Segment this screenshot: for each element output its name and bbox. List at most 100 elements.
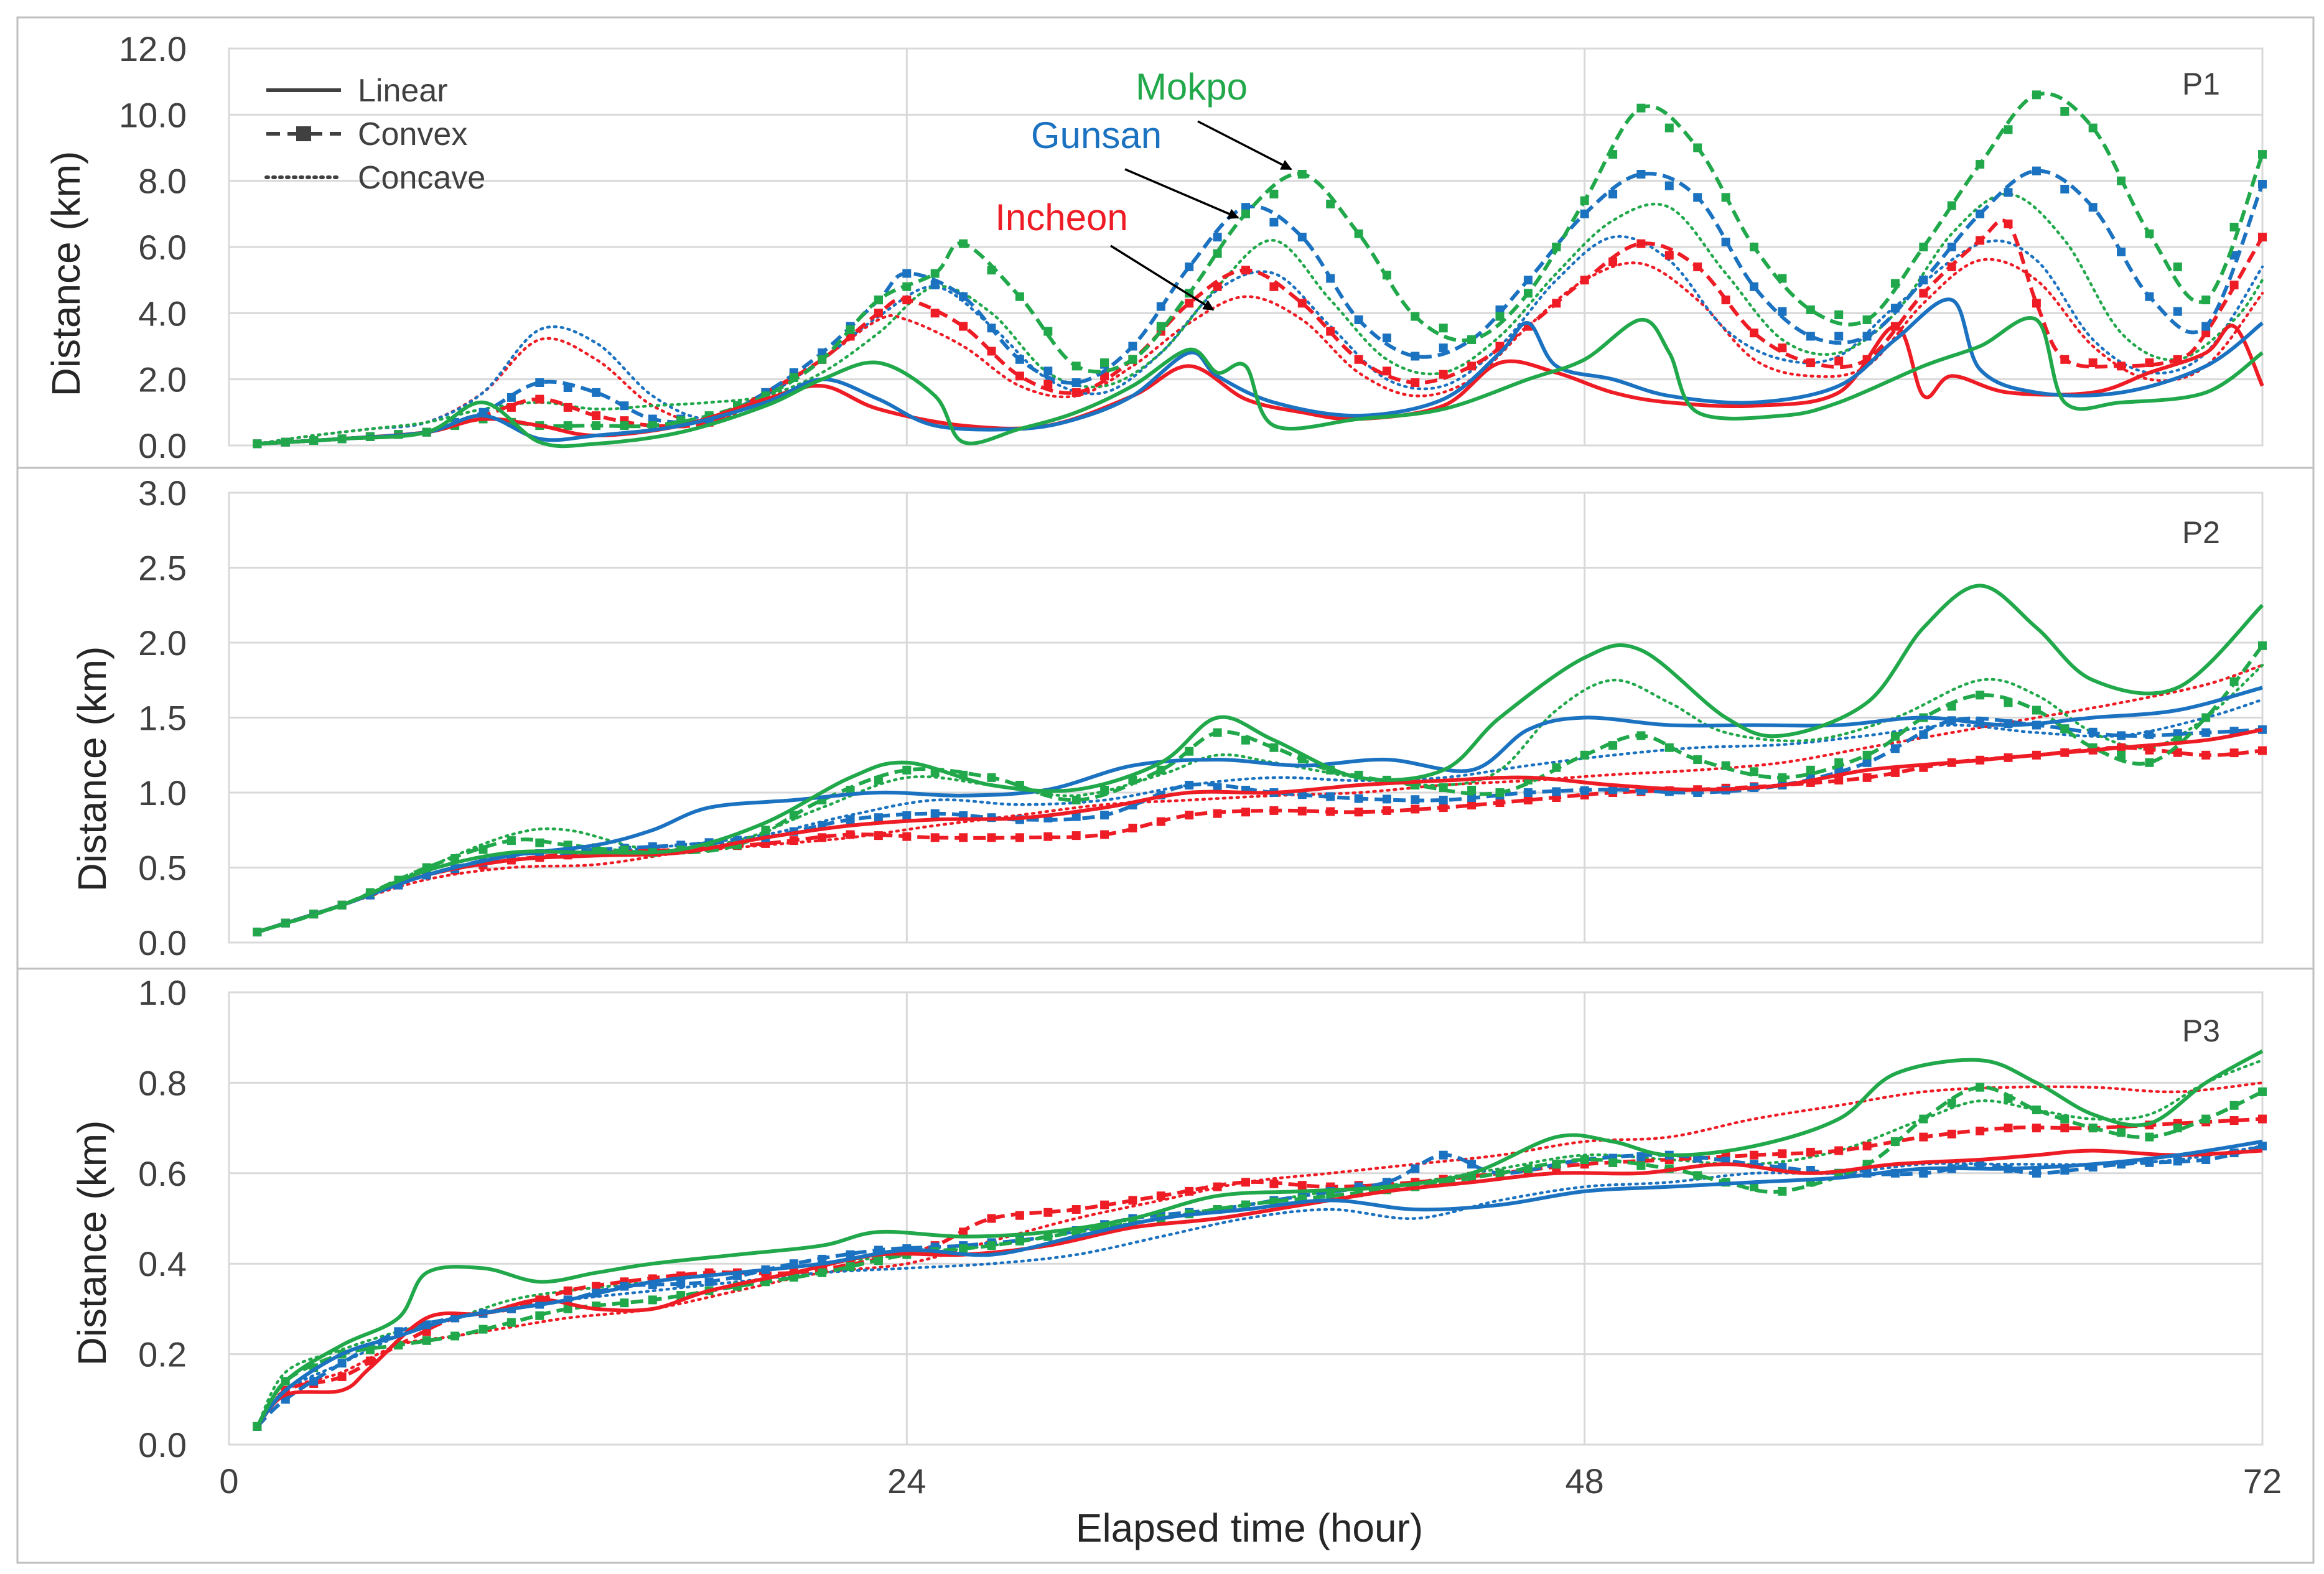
data-point bbox=[1439, 324, 1448, 333]
data-point bbox=[902, 811, 912, 820]
data-point bbox=[2258, 1114, 2267, 1124]
data-point bbox=[1919, 289, 1928, 298]
data-point bbox=[1015, 833, 1024, 842]
data-point bbox=[1552, 763, 1561, 772]
data-point bbox=[902, 296, 912, 305]
data-point bbox=[1890, 768, 1900, 777]
data-point bbox=[789, 836, 798, 845]
x-axis-label: Elapsed time (hour) bbox=[1076, 1506, 1423, 1550]
data-point bbox=[2032, 90, 2041, 100]
data-point bbox=[1156, 765, 1165, 775]
p2-y-tick-label: 3.0 bbox=[138, 473, 187, 513]
data-point bbox=[1241, 209, 1250, 218]
data-point bbox=[2088, 1124, 2098, 1133]
x-axis: 0 24 48 72 bbox=[219, 1461, 2282, 1501]
data-point bbox=[1806, 1147, 1815, 1157]
data-point bbox=[2201, 328, 2211, 338]
data-point bbox=[1015, 1211, 1024, 1220]
data-point bbox=[930, 269, 940, 278]
data-point bbox=[1976, 1126, 1985, 1135]
data-point bbox=[2201, 1155, 2211, 1164]
data-point bbox=[1043, 832, 1053, 841]
data-point bbox=[2258, 641, 2267, 650]
data-point bbox=[1185, 1186, 1194, 1196]
data-point bbox=[2060, 1124, 2070, 1133]
data-point bbox=[2173, 748, 2182, 757]
data-point bbox=[1778, 1186, 1787, 1196]
data-point bbox=[1750, 767, 1758, 776]
data-point bbox=[1354, 315, 1363, 324]
x-tick-label: 72 bbox=[2243, 1461, 2282, 1501]
data-point bbox=[2201, 728, 2211, 737]
series-line-gunsan-solid bbox=[256, 686, 2263, 934]
data-point bbox=[987, 347, 996, 356]
data-point bbox=[1862, 332, 1872, 341]
data-point bbox=[1693, 193, 1702, 202]
p1-gridlines bbox=[228, 47, 2264, 447]
data-point bbox=[2258, 180, 2267, 189]
data-point bbox=[1693, 143, 1702, 152]
data-point bbox=[1382, 271, 1391, 280]
data-point bbox=[1467, 1160, 1477, 1169]
data-point bbox=[1862, 1142, 1872, 1151]
data-point bbox=[1721, 296, 1730, 305]
legend: Linear Convex Concave bbox=[264, 73, 485, 196]
p2-y-tick-label: 2.0 bbox=[138, 623, 187, 663]
data-point bbox=[676, 416, 686, 426]
data-point bbox=[1043, 1232, 1053, 1241]
data-point bbox=[2032, 1168, 2041, 1178]
legend-item-convex: Convex bbox=[266, 116, 467, 152]
p1-y-tick-label: 6.0 bbox=[138, 228, 187, 267]
data-point bbox=[535, 378, 544, 387]
data-point bbox=[1326, 199, 1335, 208]
data-point bbox=[846, 1262, 855, 1271]
data-point bbox=[1015, 355, 1024, 364]
data-point bbox=[1043, 327, 1053, 336]
data-point bbox=[337, 1359, 347, 1368]
data-point bbox=[1269, 189, 1279, 198]
data-point bbox=[1947, 201, 1956, 210]
data-point bbox=[1241, 735, 1250, 745]
callout-gunsan: Gunsan bbox=[1031, 114, 1162, 156]
data-point bbox=[1467, 361, 1477, 371]
data-point bbox=[704, 1277, 714, 1287]
data-point bbox=[1890, 304, 1900, 313]
data-point bbox=[2258, 746, 2267, 755]
data-point bbox=[1382, 1178, 1391, 1187]
data-point bbox=[1919, 1114, 1928, 1124]
data-point bbox=[1664, 743, 1674, 752]
data-point bbox=[563, 383, 572, 392]
data-point bbox=[902, 269, 912, 278]
data-point bbox=[1043, 1208, 1053, 1217]
data-point bbox=[1693, 1171, 1702, 1180]
data-point bbox=[1100, 358, 1109, 368]
data-point bbox=[1580, 750, 1589, 760]
p2-y-tick-label: 1.0 bbox=[138, 773, 187, 813]
data-point bbox=[987, 833, 996, 842]
data-point bbox=[1326, 327, 1335, 336]
data-point bbox=[1269, 806, 1279, 815]
data-point bbox=[1269, 1179, 1279, 1188]
data-point bbox=[1523, 788, 1533, 797]
data-point bbox=[1834, 332, 1844, 341]
data-point bbox=[1495, 312, 1505, 321]
data-point bbox=[1693, 262, 1702, 271]
data-point bbox=[592, 1282, 601, 1291]
data-point bbox=[592, 411, 601, 421]
data-point bbox=[2201, 322, 2211, 331]
data-point bbox=[1071, 796, 1081, 804]
data-point bbox=[1580, 276, 1589, 285]
data-point bbox=[592, 388, 601, 397]
data-point bbox=[846, 815, 855, 824]
data-point bbox=[1721, 193, 1730, 202]
data-point bbox=[2032, 1124, 2041, 1133]
data-point bbox=[506, 1318, 516, 1327]
data-point bbox=[2201, 750, 2211, 760]
data-point bbox=[478, 845, 488, 854]
data-point bbox=[1890, 744, 1900, 753]
data-point bbox=[1523, 276, 1533, 285]
data-point bbox=[1806, 332, 1815, 341]
data-point bbox=[1128, 824, 1137, 832]
data-point bbox=[818, 348, 827, 358]
data-point bbox=[2145, 730, 2154, 739]
